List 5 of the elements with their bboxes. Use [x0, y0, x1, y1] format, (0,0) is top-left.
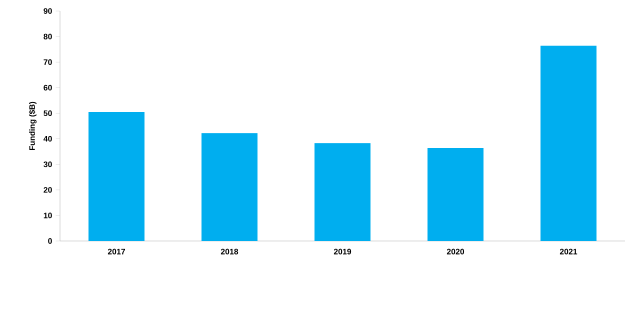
- bar: [314, 143, 371, 241]
- bar: [540, 46, 597, 241]
- bar: [428, 148, 484, 241]
- bar: [88, 112, 144, 241]
- bar: [202, 133, 258, 241]
